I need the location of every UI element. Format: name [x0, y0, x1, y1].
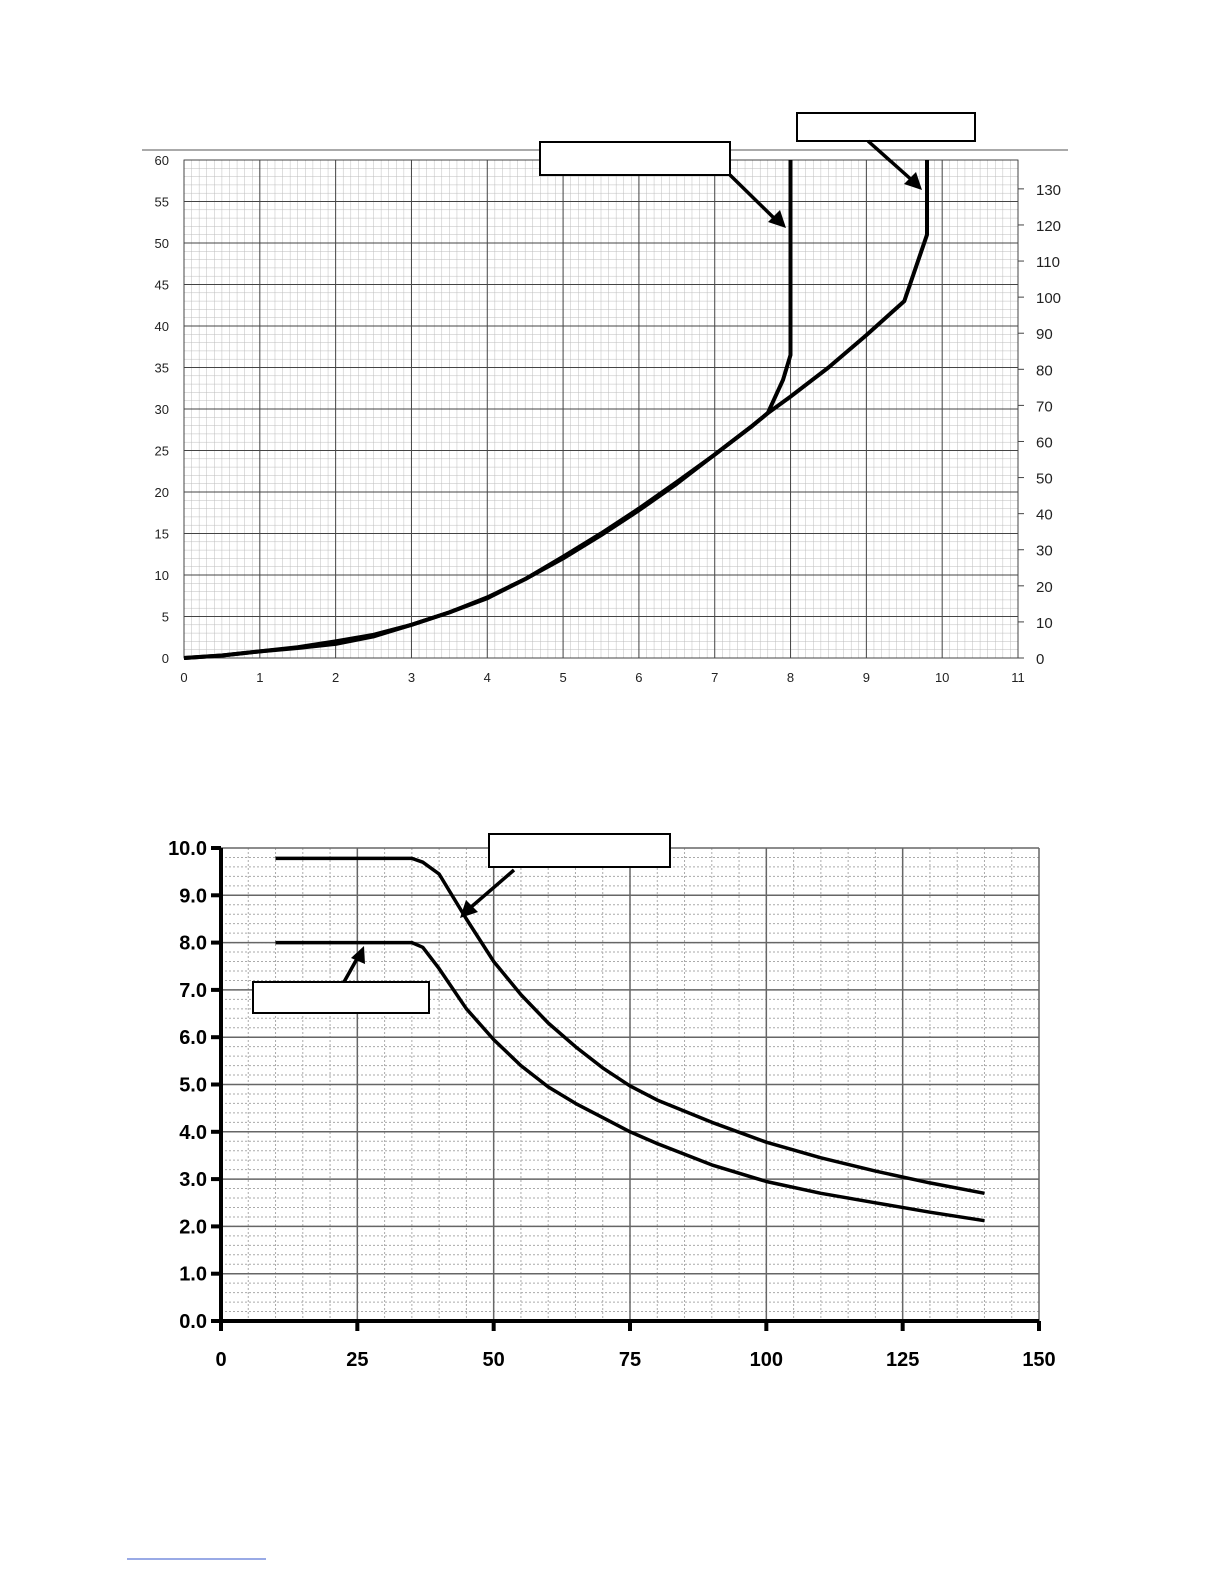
- chart-2-y-tick-label: 4.0: [179, 1122, 207, 1144]
- chart-1-y-tick-label: 35: [155, 361, 169, 376]
- chart-1-y-tick-label: 50: [155, 236, 169, 251]
- chart-1-callout-arrow-right: [866, 139, 916, 184]
- chart-1-y2-tick-label: 120: [1036, 218, 1061, 235]
- chart-1-x-tick-label: 10: [935, 670, 949, 685]
- chart-1-callout-box-left: [539, 141, 731, 176]
- chart-1-y2-tick-label: 20: [1036, 579, 1053, 596]
- chart-1-y2-tick-label: 70: [1036, 398, 1053, 415]
- chart-2-y-tick-label: 1.0: [179, 1264, 207, 1286]
- chart-2-y-tick-label: 7.0: [179, 980, 207, 1002]
- chart-2-x-tick-label: 125: [886, 1349, 919, 1371]
- chart-1-series-line-2: [183, 160, 929, 660]
- chart-2-y-tick-label: 9.0: [179, 885, 207, 907]
- chart-2-callout-arrow-bottom: [342, 956, 360, 983]
- chart-1: 0 1 2 3 4 5 6 7 8 9 10 1105101520253035404550556001…: [142, 112, 1068, 685]
- chart-1-x-tick-label: 4: [484, 670, 491, 685]
- chart-1-series: [183, 160, 929, 660]
- chart-1-callout-arrowhead-right: [904, 172, 922, 190]
- chart-2-y-tick-label: 2.0: [179, 1216, 207, 1238]
- chart-2-callout-box-top: [488, 833, 671, 868]
- chart-1-y-tick-label: 20: [155, 485, 169, 500]
- chart-1-x-tick-label: 8: [787, 670, 794, 685]
- chart-2-x-tick-label: 50: [483, 1349, 505, 1371]
- chart-1-y-tick-label: 30: [155, 402, 169, 417]
- chart-2-y-tick-label: 0.0: [179, 1311, 207, 1333]
- chart-2-callout-arrow-top: [468, 868, 516, 910]
- chart-1-y-tick-label: 10: [155, 568, 169, 583]
- chart-1-y-tick-label: 40: [155, 319, 169, 334]
- chart-2-y-tick-label: 8.0: [179, 933, 207, 955]
- chart-2-x-tick-label: 25: [346, 1349, 368, 1371]
- chart-1-x-tick-label: 1: [256, 670, 263, 685]
- chart-1-y2-tick-label: 90: [1036, 326, 1053, 343]
- chart-1-y-tick-label: 5: [162, 610, 169, 625]
- chart-2-x-tick-label: 150: [1022, 1349, 1055, 1371]
- chart-1-y-tick-label: 45: [155, 278, 169, 293]
- chart-2-ticks: 0 25 50 75 100 125 150 0.0 1.0 2.0 3.0 4.0 5.0 6.0 7.0…: [168, 838, 1056, 1371]
- chart-1-y2-tick-label: 50: [1036, 471, 1053, 488]
- chart-1-x-tick-label: 2: [332, 670, 339, 685]
- chart-1-x-tick-label: 3: [408, 670, 415, 685]
- chart-1-y2-tick-label: 80: [1036, 362, 1053, 379]
- chart-1-callout-arrow-left: [728, 173, 780, 224]
- chart-1-y-tick-label: 55: [155, 195, 169, 210]
- chart-1-grid: [183, 159, 1019, 659]
- chart-2-x-tick-label: 0: [215, 1349, 226, 1371]
- chart-1-y-tick-label: 25: [155, 444, 169, 459]
- chart-1-y-tick-label: 60: [155, 153, 169, 168]
- chart-2-y-tick-label: 3.0: [179, 1169, 207, 1191]
- chart-1-y2-tick-label: 10: [1036, 615, 1053, 632]
- chart-2-y-tick-label: 5.0: [179, 1075, 207, 1097]
- chart-1-y2-tick-label: 110: [1036, 254, 1060, 271]
- chart-1-y2-tick-label: 130: [1036, 182, 1061, 199]
- chart-2-x-tick-label: 100: [750, 1349, 783, 1371]
- chart-2-series-line-2: [275, 940, 985, 1223]
- chart-1-callout-arrowhead-left: [768, 210, 786, 228]
- chart-1-ticks: 0 1 2 3 4 5 6 7 8 9 10 1105101520253035404550556001…: [155, 153, 1062, 685]
- chart-1-x-tick-label: 0: [180, 670, 187, 685]
- chart-2-callout-arrowhead-bottom: [351, 946, 365, 964]
- chart-1-y2-tick-label: 0: [1036, 651, 1044, 668]
- chart-2-x-tick-label: 75: [619, 1349, 641, 1371]
- chart-2-callout-box-bottom: [252, 981, 430, 1014]
- chart-2-callouts: [252, 833, 671, 1014]
- chart-2-callout-arrowhead-top: [460, 900, 478, 918]
- chart-1-y-tick-label: 0: [162, 651, 169, 666]
- chart-1-callout-box-right: [796, 112, 976, 142]
- chart-1-x-tick-label: 6: [635, 670, 642, 685]
- chart-1-x-tick-label: 11: [1011, 670, 1025, 685]
- chart-1-x-tick-label: 9: [863, 670, 870, 685]
- chart-1-y2-tick-label: 40: [1036, 507, 1053, 524]
- chart-1-y-tick-label: 15: [155, 527, 169, 542]
- chart-1-y2-tick-label: 30: [1036, 543, 1053, 560]
- chart-2-series-line-1: [275, 856, 985, 1196]
- chart-1-y2-tick-label: 60: [1036, 434, 1053, 451]
- chart-2-y-tick-label: 6.0: [179, 1027, 207, 1049]
- chart-1-x-tick-label: 5: [559, 670, 566, 685]
- chart-2-series: [275, 856, 985, 1223]
- chart-1-callouts: [539, 112, 976, 228]
- chart-2-y-tick-label: 10.0: [168, 838, 207, 860]
- chart-2: 0 25 50 75 100 125 150 0.0 1.0 2.0 3.0 4.0 5.0 6.0 7.0…: [168, 833, 1056, 1371]
- chart-1-x-tick-label: 7: [711, 670, 718, 685]
- chart-1-y2-tick-label: 100: [1036, 290, 1061, 307]
